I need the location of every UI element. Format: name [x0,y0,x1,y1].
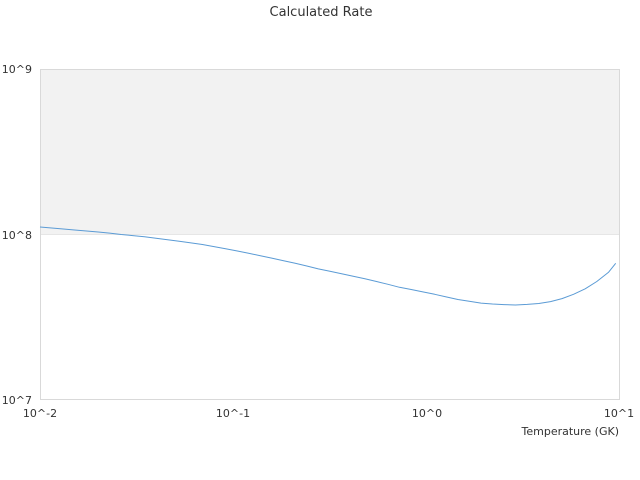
x-tick-label-3: 10^1 [604,407,634,420]
x-tick-label-0: 10^-2 [23,407,57,420]
x-tick-label-1: 10^-1 [216,407,250,420]
y-tick-label-2: 10^9 [2,63,32,76]
plot-area-border [40,69,620,400]
series-line-0 [39,226,617,306]
x-tick-label-2: 10^0 [412,407,442,420]
chart-title: Calculated Rate [270,5,373,20]
shaded-band [40,69,620,235]
y-tick-label-0: 10^7 [2,394,32,407]
x-axis-title: Temperature (GK) [521,425,620,438]
y-tick-label-1: 10^8 [2,229,32,242]
